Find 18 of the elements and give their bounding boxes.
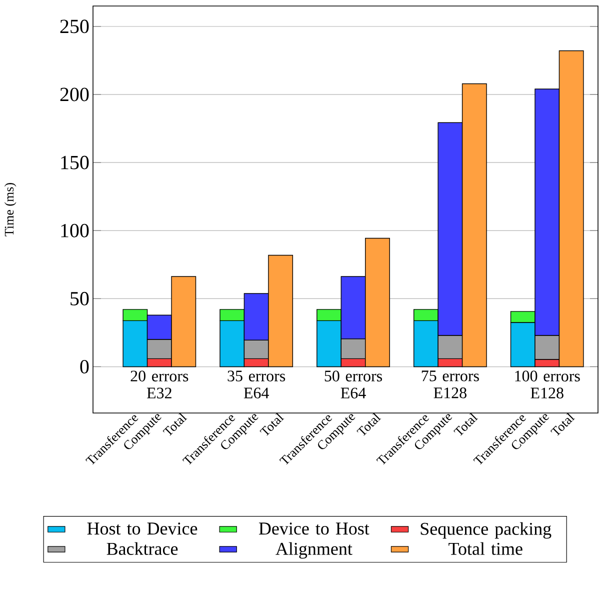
annotation: 20 errors E32 (130, 370, 188, 398)
legend-label: Device to Host (258, 522, 370, 535)
y-tick-label: 250 (60, 20, 89, 34)
legend-label: Sequence packing (420, 522, 552, 539)
y-tick-label: 0 (80, 360, 89, 374)
y-tick-label: 150 (61, 156, 89, 170)
annotation: 50 errors E64 (324, 370, 382, 398)
annotation: 35 errors E64 (228, 370, 286, 398)
y-tick-label: 100 (61, 224, 89, 238)
legend-label: Total time (448, 542, 522, 555)
annotation: 100 errors E128 (515, 370, 580, 398)
legend-label: Backtrace (106, 542, 178, 555)
annotation: 75 errors E128 (422, 370, 479, 398)
y-tick-label: 50 (70, 292, 89, 306)
y-tick-label: 200 (60, 88, 89, 102)
legend-label: Alignment (276, 542, 352, 559)
legend-label: Host to Device (87, 522, 198, 535)
y-axis-title: Time (ms) (4, 183, 16, 236)
